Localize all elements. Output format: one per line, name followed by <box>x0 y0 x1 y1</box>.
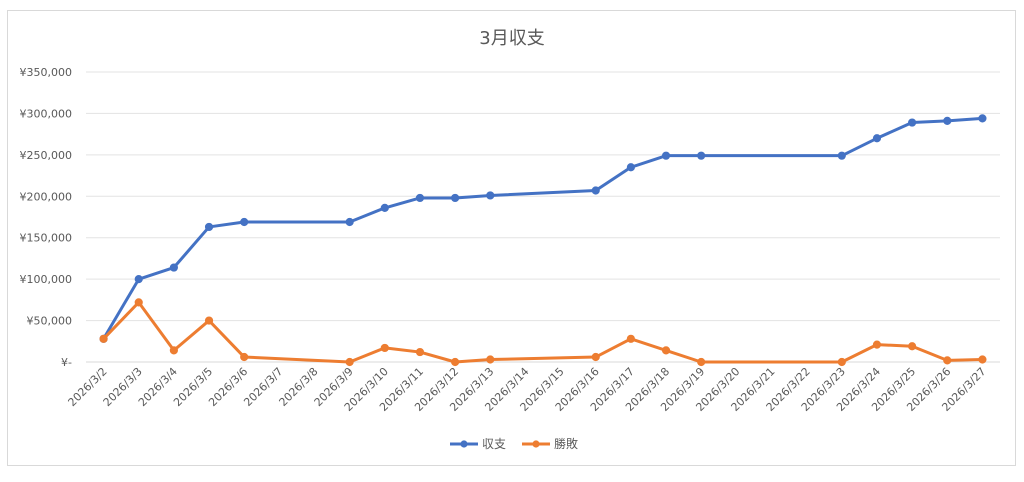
series-line-1 <box>102 116 984 341</box>
legend-label: 収支 <box>482 437 506 451</box>
data-point <box>99 334 108 343</box>
data-point <box>134 275 143 284</box>
data-point <box>169 346 178 355</box>
data-point <box>204 316 214 325</box>
y-tick-label: ¥200,000 <box>20 190 73 203</box>
legend-label: 勝敗 <box>554 436 578 451</box>
data-point <box>661 151 671 160</box>
data-point <box>591 186 600 195</box>
data-point <box>451 193 460 203</box>
y-tick-label: ¥150,000 <box>20 232 73 245</box>
series-group <box>99 114 987 367</box>
data-point <box>240 352 249 362</box>
data-point <box>661 346 671 355</box>
data-point <box>486 355 495 364</box>
data-point <box>908 118 917 127</box>
data-point <box>872 340 882 349</box>
y-tick-label: ¥350,000 <box>20 66 73 79</box>
data-point <box>380 203 389 212</box>
data-point <box>204 222 214 232</box>
gridlines <box>86 71 1000 363</box>
data-point <box>626 163 635 172</box>
data-point <box>943 116 952 125</box>
data-point <box>134 298 143 307</box>
legend-marker <box>532 440 540 448</box>
data-point <box>240 217 249 227</box>
chart-title: 3月収支 <box>479 28 544 49</box>
data-point <box>978 355 987 364</box>
y-tick-label: ¥300,000 <box>20 107 73 120</box>
data-point <box>837 151 846 160</box>
data-point <box>380 343 389 353</box>
data-point <box>978 114 987 123</box>
data-point <box>486 191 495 200</box>
data-point <box>169 263 178 272</box>
legend-marker <box>460 440 468 448</box>
data-point <box>872 134 882 143</box>
data-point <box>626 334 635 343</box>
x-axis-ticks: 2026/3/22026/3/32026/3/42026/3/52026/3/6… <box>66 365 989 414</box>
data-point <box>908 342 917 351</box>
data-point <box>591 352 600 362</box>
data-point <box>345 217 354 227</box>
data-point <box>415 193 425 203</box>
y-axis-ticks: ¥- ¥50,000 ¥100,000 ¥150,000 ¥200,000 ¥250,00… <box>20 66 73 369</box>
legend: 収支 勝敗 <box>450 436 578 451</box>
series-line-2 <box>102 300 984 364</box>
data-point <box>697 151 706 160</box>
y-tick-label: ¥100,000 <box>20 273 73 286</box>
data-point <box>415 347 425 357</box>
data-point <box>451 357 460 367</box>
data-point <box>697 357 706 367</box>
data-point <box>837 357 846 367</box>
data-point <box>943 356 952 365</box>
y-tick-label: ¥50,000 <box>27 315 73 328</box>
y-tick-label: ¥- <box>61 356 72 369</box>
data-point <box>345 357 354 367</box>
y-tick-label: ¥250,000 <box>20 149 73 162</box>
